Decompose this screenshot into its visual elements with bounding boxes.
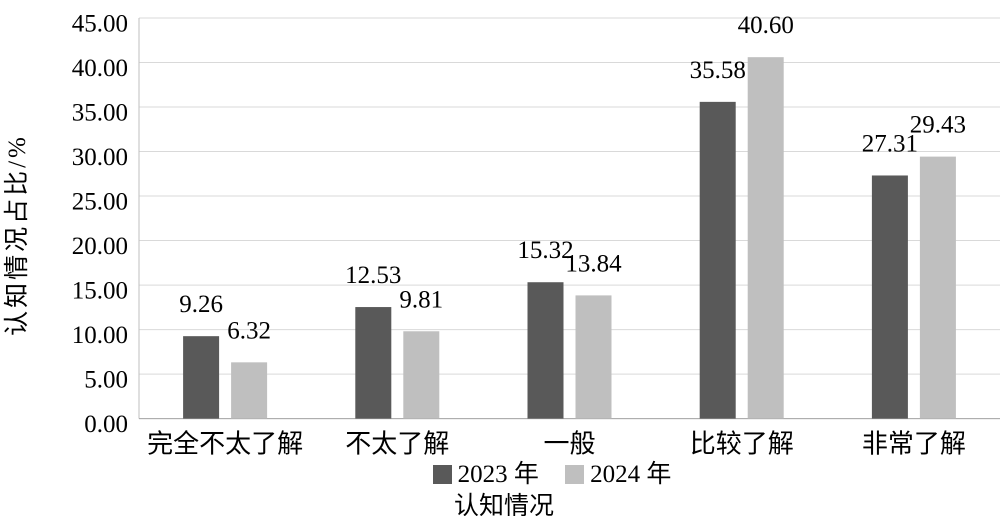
svg-text:25.00: 25.00 — [72, 189, 128, 216]
svg-text:6.32: 6.32 — [227, 317, 271, 344]
svg-text:45.00: 45.00 — [72, 11, 128, 38]
svg-text:35.58: 35.58 — [690, 57, 746, 84]
svg-text:9.81: 9.81 — [399, 286, 443, 313]
svg-text:15.00: 15.00 — [72, 278, 128, 305]
svg-text:0.00: 0.00 — [84, 411, 128, 438]
svg-text:40.00: 40.00 — [72, 55, 128, 82]
svg-text:13.84: 13.84 — [565, 250, 622, 277]
svg-text:20.00: 20.00 — [72, 233, 128, 260]
svg-text:35.00: 35.00 — [72, 100, 128, 127]
svg-text:5.00: 5.00 — [84, 367, 128, 394]
svg-text:12.53: 12.53 — [345, 262, 401, 289]
svg-text:29.43: 29.43 — [910, 112, 966, 139]
svg-text:9.26: 9.26 — [179, 291, 223, 318]
svg-text:10.00: 10.00 — [72, 322, 128, 349]
svg-text:40.60: 40.60 — [738, 12, 794, 39]
svg-text:30.00: 30.00 — [72, 144, 128, 171]
